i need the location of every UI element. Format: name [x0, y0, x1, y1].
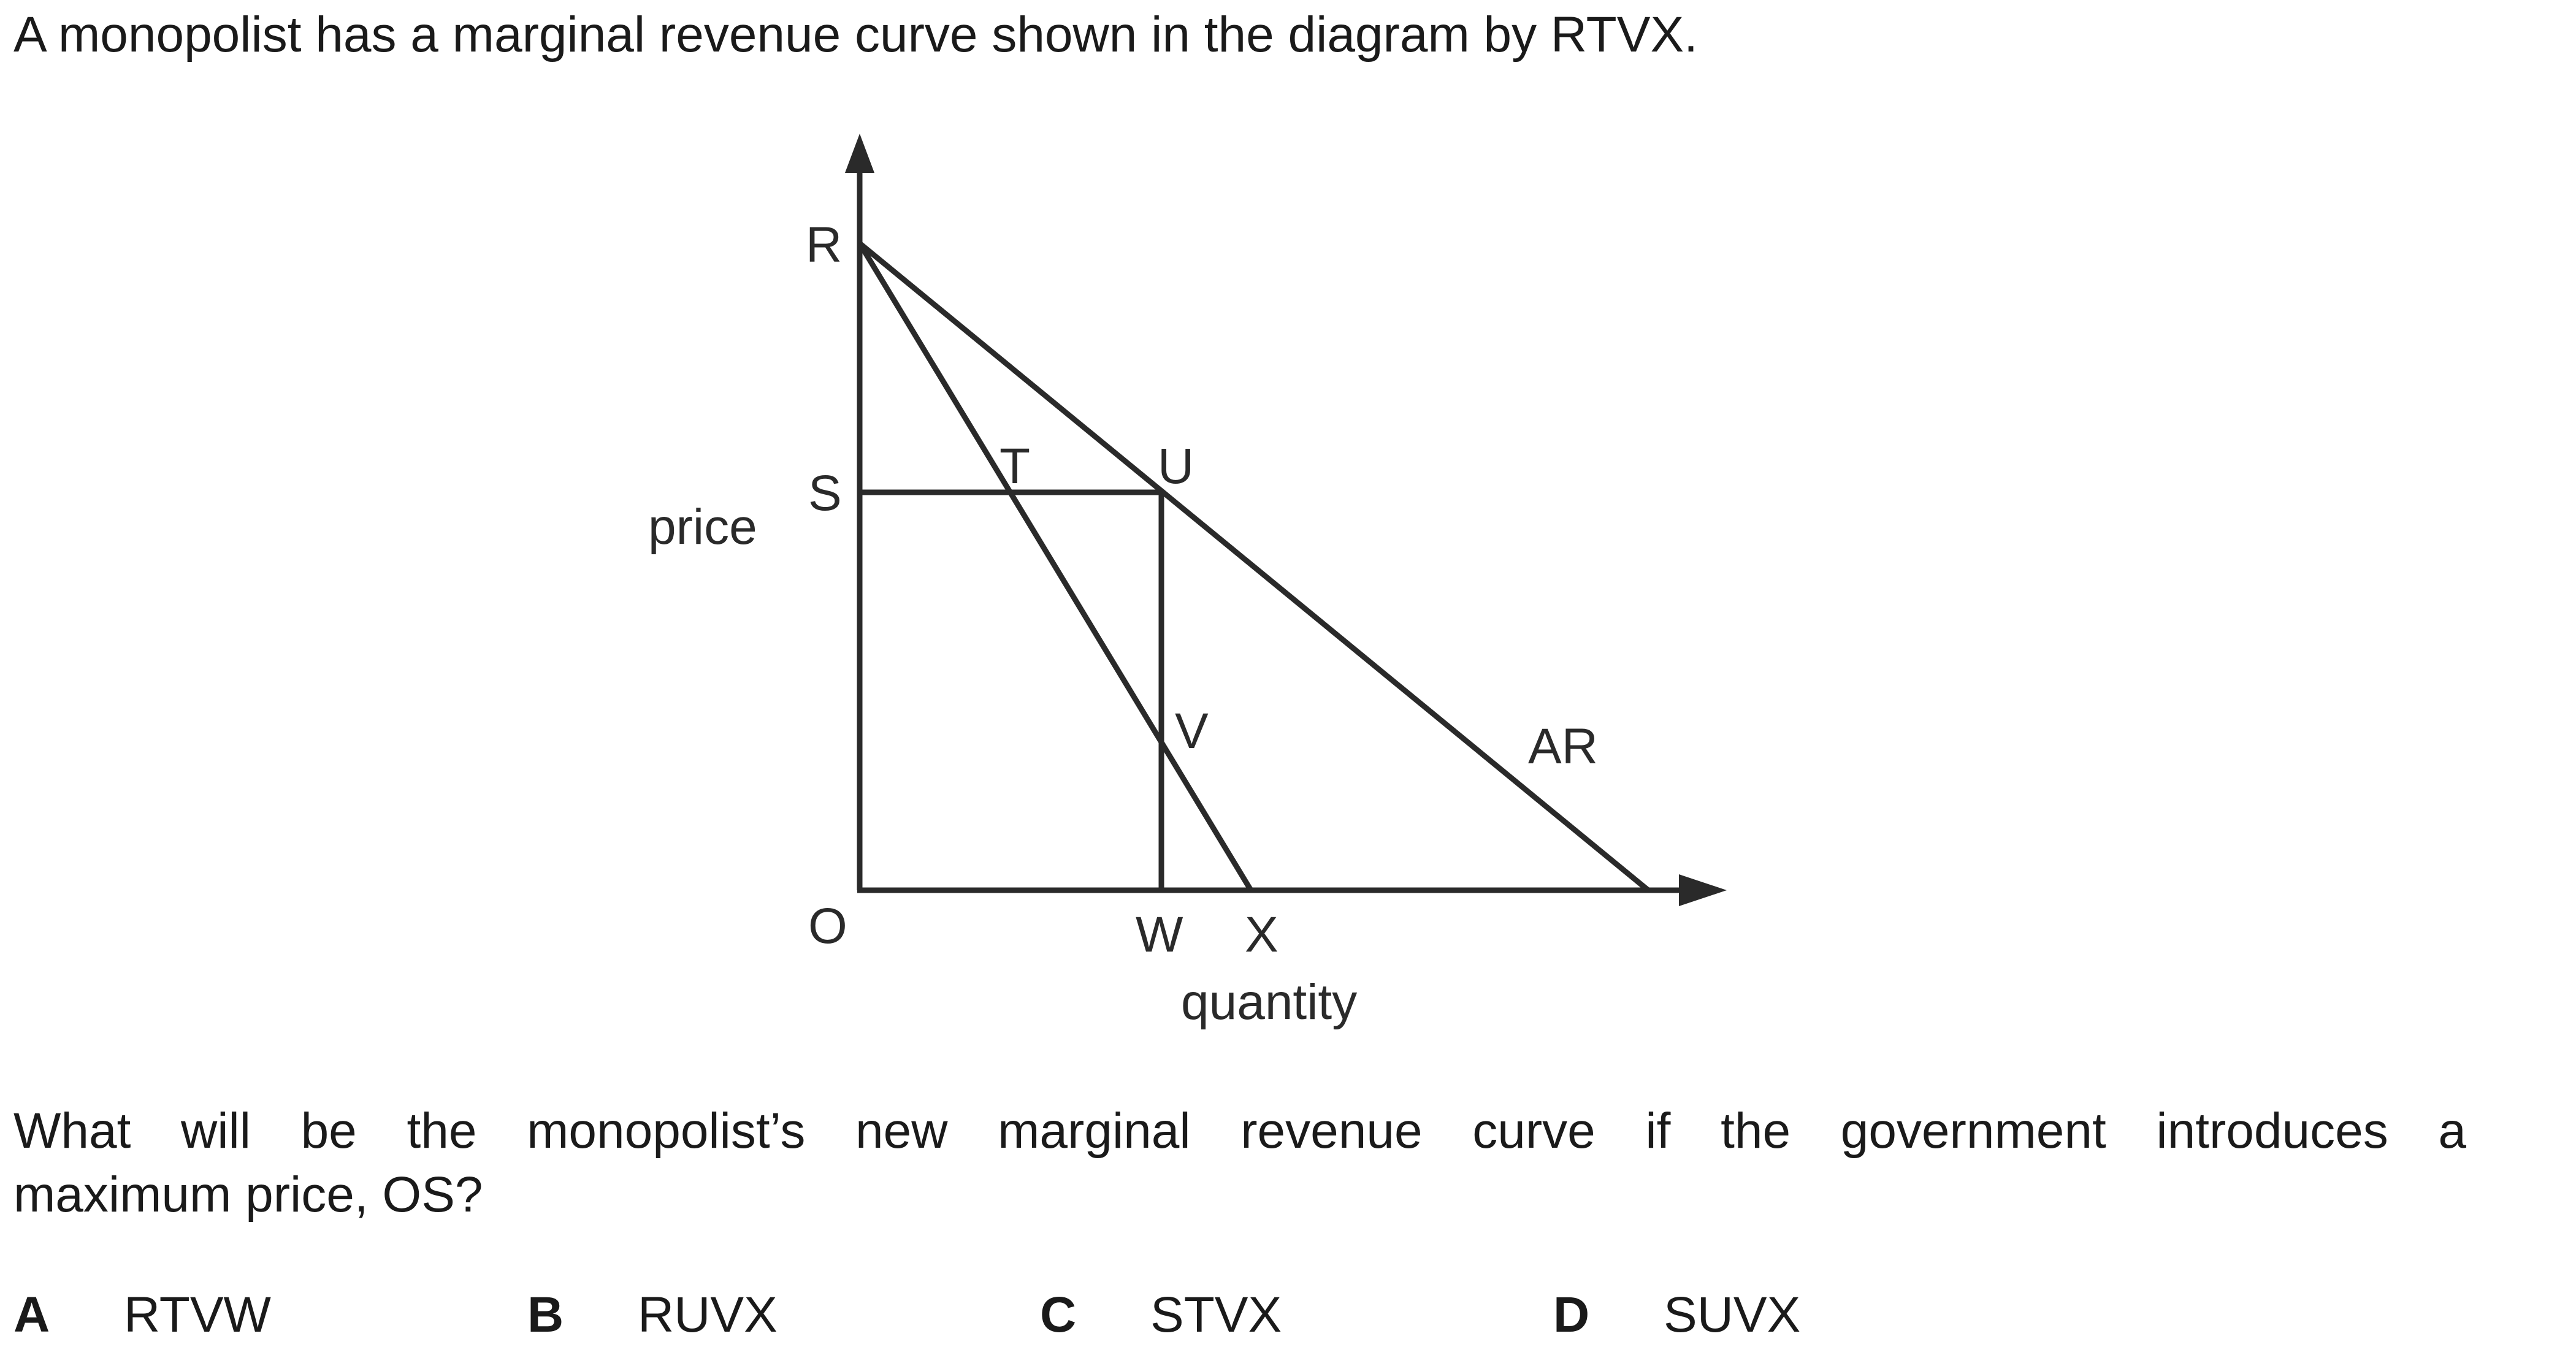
question-body-line2: maximum price, OS?: [13, 1167, 483, 1223]
mr-curve: [857, 242, 1253, 892]
y-axis-arrowhead: [845, 134, 874, 173]
point-label-v: V: [1175, 703, 1209, 759]
point-label-r: R: [806, 217, 842, 273]
ar-curve-label: AR: [1528, 719, 1598, 774]
question-body-line1: What will be the monopolist’s new margin…: [13, 1103, 2466, 1159]
option-letter: C: [1040, 1287, 1077, 1343]
option-c[interactable]: C STVX: [1040, 1283, 1282, 1347]
point-label-t: T: [999, 438, 1030, 494]
question-body: What will be the monopolist’s new margin…: [13, 1099, 2466, 1227]
y-axis-label: price: [648, 499, 757, 555]
option-text: STVX: [1150, 1287, 1282, 1343]
option-a[interactable]: A RTVW: [13, 1283, 271, 1347]
option-letter: A: [13, 1287, 50, 1343]
point-label-x: X: [1245, 907, 1278, 963]
ar-curve: [858, 241, 1650, 893]
option-text: SUVX: [1664, 1287, 1801, 1343]
point-label-s: S: [808, 465, 842, 521]
x-axis-label: quantity: [1181, 974, 1357, 1030]
question-intro: A monopolist has a marginal revenue curv…: [13, 7, 1698, 63]
option-letter: B: [527, 1287, 564, 1343]
option-letter: D: [1553, 1287, 1590, 1343]
option-text: RUVX: [638, 1287, 778, 1343]
option-text: RTVW: [124, 1287, 271, 1343]
point-label-o: O: [808, 898, 847, 954]
x-axis-arrowhead: [1679, 874, 1727, 906]
point-label-w: W: [1136, 907, 1183, 963]
point-label-u: U: [1158, 438, 1194, 494]
option-d[interactable]: D SUVX: [1553, 1283, 1800, 1347]
option-b[interactable]: B RUVX: [527, 1283, 778, 1347]
